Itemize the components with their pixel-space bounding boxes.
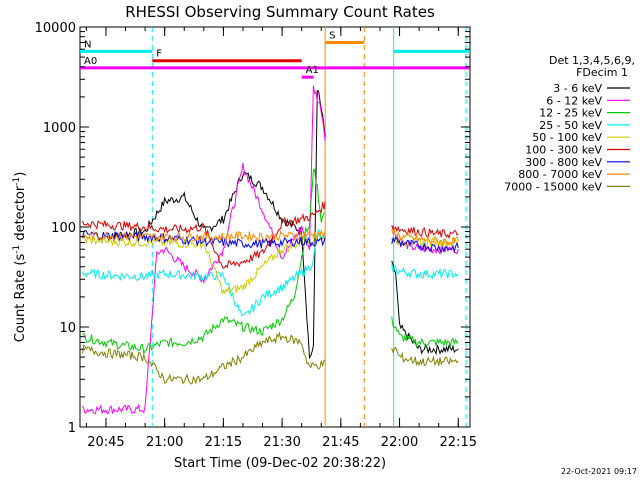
series-line <box>82 201 459 269</box>
y-axis-label-sup1: -1 <box>12 245 22 254</box>
legend-label: 800 - 7000 keV <box>518 168 602 181</box>
series-line <box>82 228 459 317</box>
y-axis-label: Count Rate (s-1 detector-1) <box>12 172 28 343</box>
y-axis-label-mid: detector <box>13 185 28 245</box>
legend-header-line1: Det 1,3,4,5,6,9, <box>549 54 635 67</box>
y-tick-label: 100 <box>51 221 76 236</box>
legend-label: 25 - 50 keV <box>539 119 602 132</box>
series-layer <box>82 85 459 415</box>
y-tick-label: 10 <box>59 321 76 336</box>
legend-label: 7000 - 15000 keV <box>504 180 602 193</box>
x-tick-label: 21:15 <box>205 435 242 450</box>
flag-layer: N F A0 A1 S <box>80 27 470 427</box>
series-line <box>82 229 459 254</box>
y-axis-label-sup2: -1 <box>12 177 22 186</box>
series-line <box>82 331 459 385</box>
legend-label: 100 - 300 keV <box>525 144 602 157</box>
flag-label: F <box>156 49 162 60</box>
date-stamp: 22-Oct-2021 09:17 <box>561 467 637 476</box>
flag-label: S <box>329 30 335 41</box>
x-axis-label: Start Time (09-Dec-02 20:38:22) <box>174 456 386 471</box>
legend-header-line2: FDecim 1 <box>576 66 628 79</box>
x-tick-label: 22:00 <box>381 435 418 450</box>
x-tick-label: 21:00 <box>146 435 183 450</box>
legend-label: 6 - 12 keV <box>546 94 602 107</box>
y-axis-label-main: Count Rate (s <box>13 254 28 343</box>
series-line <box>82 227 459 248</box>
flag-label: N <box>84 39 91 50</box>
x-tick-label: 20:45 <box>87 435 124 450</box>
x-tick-label: 22:15 <box>440 435 477 450</box>
y-tick-label: 10000 <box>35 21 76 36</box>
flag-label: A0 <box>84 56 97 67</box>
y-tick-label: 1000 <box>43 121 76 136</box>
y-tick-label: 1 <box>68 421 76 436</box>
legend-label: 12 - 25 keV <box>539 107 602 120</box>
legend-label: 3 - 6 keV <box>553 82 602 95</box>
flag-label: A1 <box>306 65 319 76</box>
series-line <box>82 85 459 415</box>
x-tick-label: 21:30 <box>263 435 300 450</box>
legend-label: 300 - 800 keV <box>525 156 602 169</box>
x-tick-label: 21:45 <box>322 435 359 450</box>
series-line <box>82 168 459 356</box>
tick-layer: 1 10 100 1000 10000 20:45 21:00 21:15 21:30 21:45… <box>35 21 477 450</box>
legend-label: 50 - 100 keV <box>532 131 602 144</box>
chart-title: RHESSI Observing Summary Count Rates <box>125 3 435 21</box>
y-axis-label-end: ) <box>13 172 28 177</box>
